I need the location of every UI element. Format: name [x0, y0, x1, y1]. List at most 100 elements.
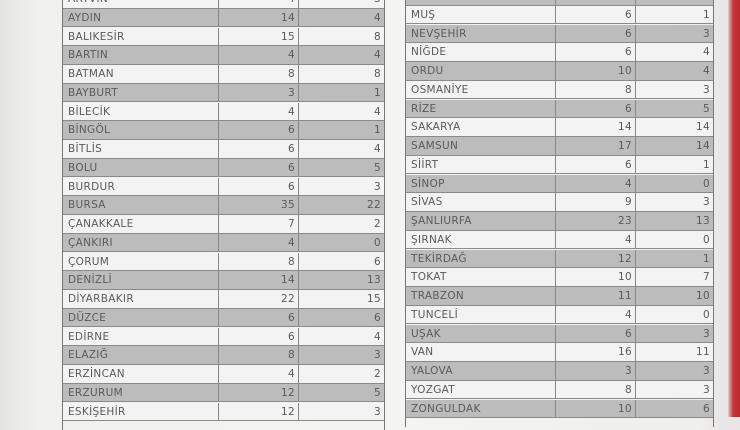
table-row: TRABZON 11 10 [406, 287, 713, 306]
province-name: OSMANİYE [406, 80, 556, 99]
table-row: ARTVİN43 [63, 0, 384, 9]
value-2: 15 [367, 293, 381, 305]
province-name: ELAZIĞ [63, 346, 219, 364]
table-row: DİYARBAKIR 22 15 [63, 290, 384, 309]
province-name: MUŞ [406, 5, 556, 24]
province-name: BATMAN [63, 65, 219, 83]
table-row: NİĞDE 6 4 [406, 43, 713, 62]
table-row: BATMAN 8 8 [63, 65, 384, 84]
province-name: ÇANAKKALE [63, 215, 219, 233]
value-2: 13 [367, 274, 381, 287]
table-row: ŞIRNAK 4 0 [406, 230, 713, 250]
table-row: ÇANKIRI 4 0 [63, 233, 384, 253]
value-1: 16 [556, 343, 636, 361]
value-2: 4 [374, 11, 381, 24]
value-1: 10 [556, 62, 636, 80]
value-1: 8 [219, 252, 299, 271]
value-1: 14 [219, 271, 299, 289]
value-2: 10 [696, 290, 710, 302]
table-row: BİNGÖL 6 1 [63, 121, 384, 140]
province-name: ÇANKIRI [63, 233, 219, 252]
value-2: 3 [374, 180, 381, 193]
table-row: YOZGAT 8 3 [406, 380, 713, 400]
value-1: 8 [556, 380, 636, 399]
table-row: ELAZIĞ 8 3 [63, 346, 384, 365]
value-1: 4 [219, 365, 299, 383]
value-2: 4 [374, 105, 381, 118]
province-name: BAYBURT [63, 83, 219, 102]
value-1: 6 [219, 327, 299, 346]
province-name: TOKAT [406, 268, 556, 286]
value-2: 2 [374, 368, 381, 380]
table-row: UŞAK 6 3 [406, 324, 713, 344]
value-2: 6 [703, 402, 710, 415]
table-row: SİİRT 6 1 [406, 155, 713, 175]
value-2: 3 [703, 383, 710, 396]
value-2: 1 [703, 8, 710, 21]
province-name: ŞANLIURFA [406, 212, 556, 230]
table-row: ZONGULDAK 10 6 [406, 399, 713, 419]
table-row: DENİZLİ 14 13 [63, 271, 384, 290]
value-1: 6 [219, 140, 299, 158]
table-row: TUNCELİ 4 0 [406, 305, 713, 325]
value-1: 35 [219, 196, 299, 214]
province-name: MUĞLA [406, 0, 556, 5]
province-name: TRABZON [406, 287, 556, 305]
province-name: NİĞDE [406, 43, 556, 61]
value-1: 8 [219, 346, 299, 364]
province-name: ESKİŞEHİR [63, 402, 219, 421]
province-name: YOZGAT [406, 380, 556, 399]
value-1: 4 [556, 230, 636, 249]
province-name: YALOVA [406, 362, 556, 380]
value-2: 3 [703, 327, 710, 340]
value-2: 4 [374, 330, 381, 343]
red-edge [728, 0, 740, 417]
table-row: ÇORUM 8 6 [63, 252, 384, 272]
province-name: AYDIN [63, 8, 219, 27]
table-row: BURDUR 6 3 [63, 177, 384, 197]
province-name: RİZE [406, 99, 556, 118]
value-2: 3 [374, 405, 381, 418]
province-name: ZONGULDAK [406, 399, 556, 418]
left-table: ARTVİN43AYDIN144BALIKESİR158BARTIN44BATM… [62, 0, 385, 430]
value-2: 4 [374, 49, 381, 62]
province-name: EDİRNE [63, 327, 219, 346]
table-row: VAN 16 11 [406, 343, 713, 362]
table-row: MUĞLA [406, 0, 713, 6]
value-1: 11 [556, 287, 636, 305]
table-row: SİNOP 4 0 [406, 174, 713, 194]
value-1: 12 [219, 383, 299, 402]
province-name: UŞAK [406, 324, 556, 343]
value-2: 1 [703, 252, 710, 265]
table-row: MUŞ 6 1 [406, 5, 713, 25]
table-row: BURSA 35 22 [63, 196, 384, 215]
value-1: 14 [219, 8, 299, 27]
table-row: ÇANAKKALE 7 2 [63, 215, 384, 234]
province-name: BURSA [63, 196, 219, 214]
table-row: BOLU 6 5 [63, 158, 384, 178]
province-name: ÇORUM [63, 252, 219, 271]
value-2: 4 [703, 65, 710, 77]
value-1: 14 [556, 118, 636, 136]
province-name: SAMSUN [406, 137, 556, 155]
value-2: 1 [374, 86, 381, 99]
value-1: 6 [219, 158, 299, 177]
table-row: BAYBURT 3 1 [63, 83, 384, 103]
value-2: 3 [374, 349, 381, 362]
value-1: 6 [556, 5, 636, 24]
table-row: ORDU 10 4 [406, 62, 713, 81]
value-1: 8 [556, 80, 636, 99]
value-2: 2 [374, 218, 381, 230]
value-1: 6 [556, 43, 636, 61]
province-name: NEVŞEHİR [406, 24, 556, 43]
value-1: 3 [556, 362, 636, 380]
value-1: 12 [219, 402, 299, 421]
value-2: 0 [703, 177, 710, 190]
province-name: DİYARBAKIR [63, 290, 219, 308]
value-2: 14 [696, 121, 710, 134]
value-2: 3 [703, 365, 710, 377]
table-row: YALOVA 3 3 [406, 362, 713, 381]
value-2: 4 [703, 46, 710, 59]
value-2: 0 [703, 308, 710, 321]
province-name: SİNOP [406, 174, 556, 193]
